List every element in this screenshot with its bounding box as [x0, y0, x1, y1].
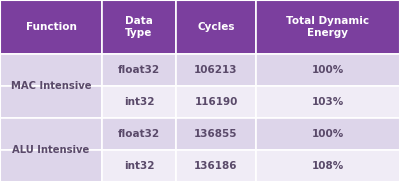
Text: int32: int32 — [124, 161, 154, 171]
Text: Data
Type: Data Type — [125, 16, 153, 38]
Bar — [256, 0, 400, 54]
Bar — [102, 0, 176, 54]
Text: 103%: 103% — [312, 97, 344, 107]
Bar — [0, 54, 102, 86]
Bar — [176, 54, 256, 86]
Text: int32: int32 — [124, 97, 154, 107]
Bar — [256, 86, 400, 118]
Bar — [256, 54, 400, 86]
Bar — [102, 86, 176, 118]
Bar — [176, 0, 256, 54]
Bar — [102, 150, 176, 182]
Text: MAC Intensive: MAC Intensive — [11, 81, 91, 91]
Bar — [0, 118, 102, 150]
Text: Total Dynamic
Energy: Total Dynamic Energy — [286, 16, 370, 38]
Text: ALU Intensive: ALU Intensive — [12, 145, 90, 155]
Text: Function: Function — [26, 22, 76, 32]
Bar — [102, 118, 176, 150]
Text: 106213: 106213 — [194, 65, 238, 75]
Text: 116190: 116190 — [194, 97, 238, 107]
Text: 100%: 100% — [312, 65, 344, 75]
Bar — [256, 150, 400, 182]
Text: Cycles: Cycles — [197, 22, 235, 32]
Bar — [176, 118, 256, 150]
Bar — [0, 0, 102, 54]
Text: 108%: 108% — [312, 161, 344, 171]
Bar — [176, 150, 256, 182]
Text: float32: float32 — [118, 65, 160, 75]
Bar — [176, 86, 256, 118]
Text: 136855: 136855 — [194, 129, 238, 139]
Bar — [0, 150, 102, 182]
Text: 136186: 136186 — [194, 161, 238, 171]
Text: float32: float32 — [118, 129, 160, 139]
Text: 100%: 100% — [312, 129, 344, 139]
Bar — [0, 86, 102, 118]
Bar — [102, 54, 176, 86]
Bar — [256, 118, 400, 150]
